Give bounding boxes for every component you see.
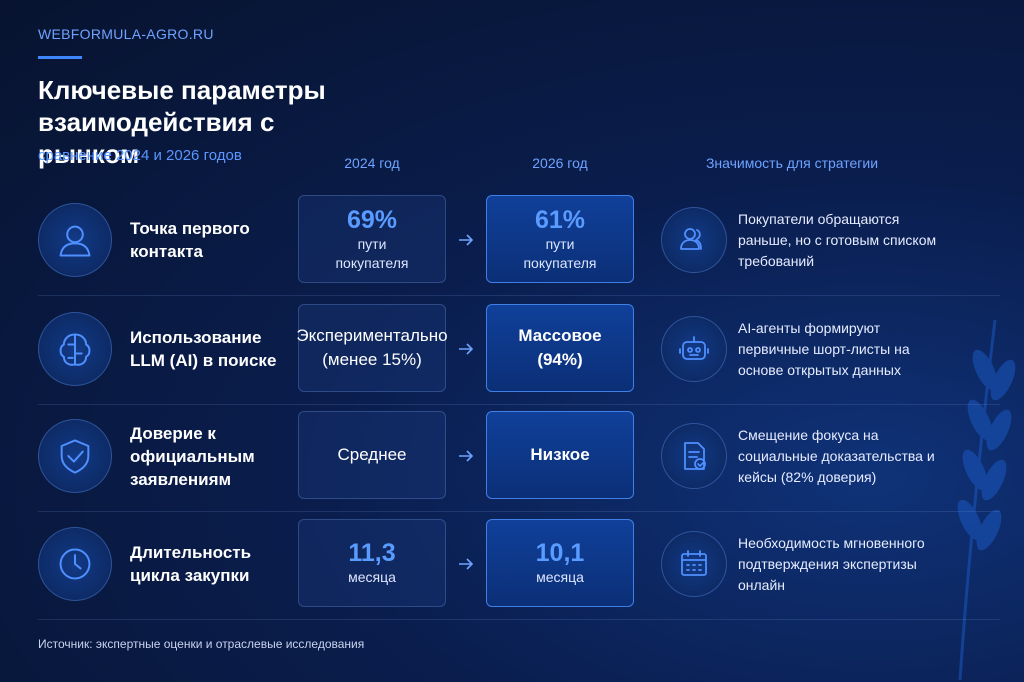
value-box: Экспериментально (менее 15%) [296, 304, 448, 392]
value-note: пути покупателя [523, 235, 597, 271]
subtitle: сравнение 2024 и 2026 годов [38, 147, 242, 164]
value-box: 61% пути покупателя [486, 195, 634, 283]
accent-bar [38, 56, 82, 59]
row-icon [38, 312, 112, 386]
row: Точка первого контакта 69% пути покупател… [0, 195, 1024, 285]
row-icon [38, 203, 112, 277]
row-label: Использование LLM (AI) в поиске [130, 328, 277, 370]
row-separator [38, 404, 1000, 405]
value-box: 69% пути покупателя [298, 195, 446, 283]
arrow [459, 450, 474, 462]
strategy-icon [661, 207, 727, 273]
row-icon [38, 419, 112, 493]
value: Низкое [530, 445, 590, 464]
strategy-text: Покупатели обращаются раньше, но с готов… [738, 210, 937, 269]
column-header: Значимость для стратегии [705, 155, 879, 171]
strategy-text: Необходимость мгновенного подтверждения … [738, 534, 925, 593]
row-label: Точка первого контакта [130, 219, 250, 261]
value: 69% [346, 205, 398, 234]
row: Доверие к официальным заявлениям Среднее… [0, 411, 1024, 501]
value: Экспериментально (менее 15%) [296, 326, 448, 369]
strategy-text: Смещение фокуса на социальные доказатель… [738, 426, 935, 485]
arrow [459, 343, 474, 355]
value-box: 10,1 месяца [486, 519, 634, 607]
column-header: 2026 год [532, 155, 588, 171]
value: Массовое (94%) [518, 326, 602, 369]
strategy-icon [661, 316, 727, 382]
column-header: 2024 год [344, 155, 400, 171]
row: Длительность цикла закупки 11,3 месяца 10… [0, 519, 1024, 609]
value-box: 11,3 месяца [298, 519, 446, 607]
arrow [459, 558, 474, 570]
wheat-decoration [957, 319, 1016, 681]
strategy-icon [661, 423, 727, 489]
value-note: месяца [348, 569, 396, 585]
arrow [459, 234, 474, 246]
row-separator [38, 511, 1000, 512]
value: 61% [534, 205, 586, 234]
site-name: WEBFORMULA-AGRO.RU [38, 26, 214, 42]
value: Среднее [337, 445, 407, 464]
row-separator [38, 295, 1000, 296]
title: Ключевые параметры взаимодействия с рынк… [38, 75, 326, 169]
value: 10,1 [535, 539, 585, 567]
value-box: Массовое (94%) [486, 304, 634, 392]
value-box: Низкое [486, 411, 634, 499]
row-label: Доверие к официальным заявлениям [130, 423, 255, 489]
strategy-icon [661, 531, 727, 597]
value-note: пути покупателя [335, 235, 409, 271]
row-icon [38, 527, 112, 601]
row: Использование LLM (AI) в поиске Эксперим… [0, 304, 1024, 394]
source: Источник: экспертные оценки и отраслевые… [38, 637, 365, 651]
value: 11,3 [348, 539, 396, 567]
row-label: Длительность цикла закупки [130, 543, 252, 585]
strategy-text: AI-агенты формируют первичные шорт-листы… [738, 319, 910, 378]
value-note: месяца [536, 569, 584, 585]
value-box: Среднее [298, 411, 446, 499]
row-separator [38, 619, 1000, 620]
